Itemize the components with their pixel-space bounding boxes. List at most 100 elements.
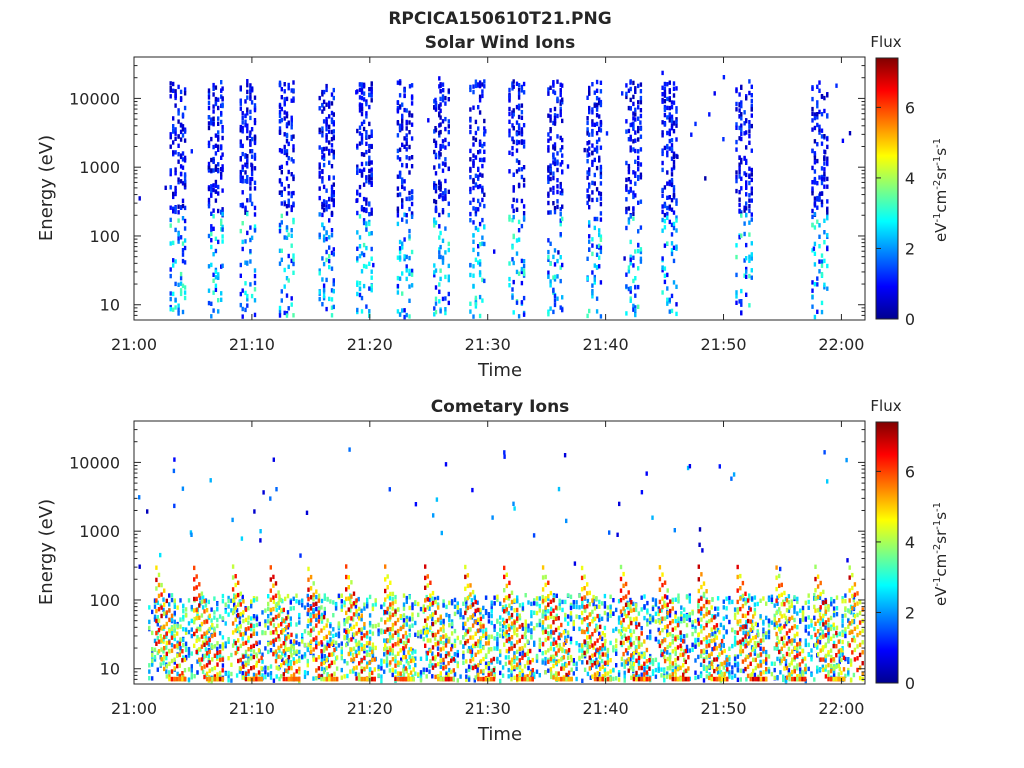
heatmap-cell [735, 170, 738, 175]
heatmap-cell [183, 295, 187, 301]
heatmap-cell [517, 103, 521, 108]
heatmap-cell [683, 613, 686, 619]
heatmap-cell [162, 657, 165, 662]
heatmap-cells [138, 447, 864, 684]
x-tick-label: 21:00 [111, 335, 157, 354]
heatmap-cell [285, 111, 289, 116]
heatmap-cell [456, 609, 459, 615]
heatmap-cell [666, 205, 669, 211]
heatmap-cell [403, 254, 406, 259]
heatmap-cell [670, 146, 674, 152]
heatmap-cell [441, 238, 445, 243]
heatmap-cell [258, 640, 261, 645]
heatmap-cell [438, 194, 441, 199]
heatmap-cell [549, 118, 552, 123]
heatmap-cell [599, 234, 603, 239]
heatmap-cell [599, 171, 603, 176]
heatmap-cell [654, 667, 658, 673]
heatmap-cell [165, 640, 168, 646]
heatmap-cell [285, 225, 289, 230]
heatmap-cell [586, 671, 590, 677]
heatmap-cell [172, 129, 175, 134]
heatmap-cell [330, 210, 334, 216]
heatmap-cell [566, 655, 570, 660]
heatmap-cell [588, 234, 591, 239]
heatmap-cell [663, 225, 667, 230]
heatmap-cell [553, 118, 557, 124]
panel-title: Cometary Ions [431, 397, 570, 417]
heatmap-cell [318, 165, 321, 170]
heatmap-cell [685, 644, 689, 650]
heatmap-cell [515, 238, 519, 243]
heatmap-cell [520, 269, 524, 275]
heatmap-cell [478, 242, 482, 247]
heatmap-cell [267, 594, 270, 599]
heatmap-cell [244, 260, 247, 265]
heatmap-cell [250, 293, 254, 299]
heatmap-cell [441, 191, 445, 196]
heatmap-cell [550, 606, 553, 612]
heatmap-cell [654, 619, 658, 624]
heatmap-cell [823, 95, 826, 101]
heatmap-cell [410, 211, 414, 216]
heatmap-cell [388, 596, 392, 601]
heatmap-cell [561, 137, 564, 143]
heatmap-cell [436, 595, 440, 601]
heatmap-cell [484, 635, 488, 640]
heatmap-cell [629, 261, 632, 266]
heatmap-cell [481, 235, 484, 240]
heatmap-cell [169, 169, 172, 174]
heatmap-cell [511, 245, 514, 250]
heatmap-cell [358, 131, 362, 136]
heatmap-cell [405, 196, 408, 202]
heatmap-cell [566, 630, 570, 635]
heatmap-cell [750, 186, 753, 191]
heatmap-cell [508, 87, 511, 93]
heatmap-cell [575, 614, 578, 619]
heatmap-cell [439, 122, 442, 127]
heatmap-cell [844, 673, 847, 679]
heatmap-cell [472, 89, 475, 95]
heatmap-cell [731, 675, 734, 680]
heatmap-cell [176, 640, 179, 645]
heatmap-cell [472, 247, 475, 253]
heatmap-cell [810, 618, 813, 623]
heatmap-cell [366, 604, 369, 609]
heatmap-cell [244, 99, 247, 104]
heatmap-cell [425, 653, 428, 658]
heatmap-cell [493, 601, 496, 606]
heatmap-cell [649, 613, 652, 619]
heatmap-cell [176, 623, 179, 629]
heatmap-cell [657, 639, 660, 644]
heatmap-cell [535, 610, 539, 616]
heatmap-cell [493, 595, 496, 600]
heatmap-cell [657, 666, 660, 671]
heatmap-cell [322, 156, 326, 161]
heatmap-cell [481, 277, 484, 283]
heatmap-cell [318, 145, 321, 150]
heatmap-cell [169, 171, 172, 177]
heatmap-cell [433, 636, 437, 641]
heatmap-cell [654, 674, 658, 679]
heatmap-cell [187, 646, 191, 652]
heatmap-cell [356, 167, 359, 172]
heatmap-cell [330, 313, 334, 318]
heatmap-cell [165, 645, 168, 650]
heatmap-cell [813, 155, 817, 161]
heatmap-cell [168, 674, 171, 679]
heatmap-cell [334, 640, 338, 646]
heatmap-cell [820, 191, 824, 196]
heatmap-cell [538, 673, 541, 678]
heatmap-cell [250, 162, 253, 167]
heatmap-cell [210, 244, 213, 250]
heatmap-cell [172, 263, 175, 268]
heatmap-cell [224, 644, 227, 649]
heatmap-cell [176, 676, 179, 682]
heatmap-cell [160, 647, 163, 652]
heatmap-cell [615, 607, 618, 613]
heatmap-cell [640, 595, 643, 600]
heatmap-cell [408, 298, 411, 303]
heatmap-cell [651, 617, 655, 622]
heatmap-cell [677, 596, 680, 601]
heatmap-cell [278, 605, 281, 610]
